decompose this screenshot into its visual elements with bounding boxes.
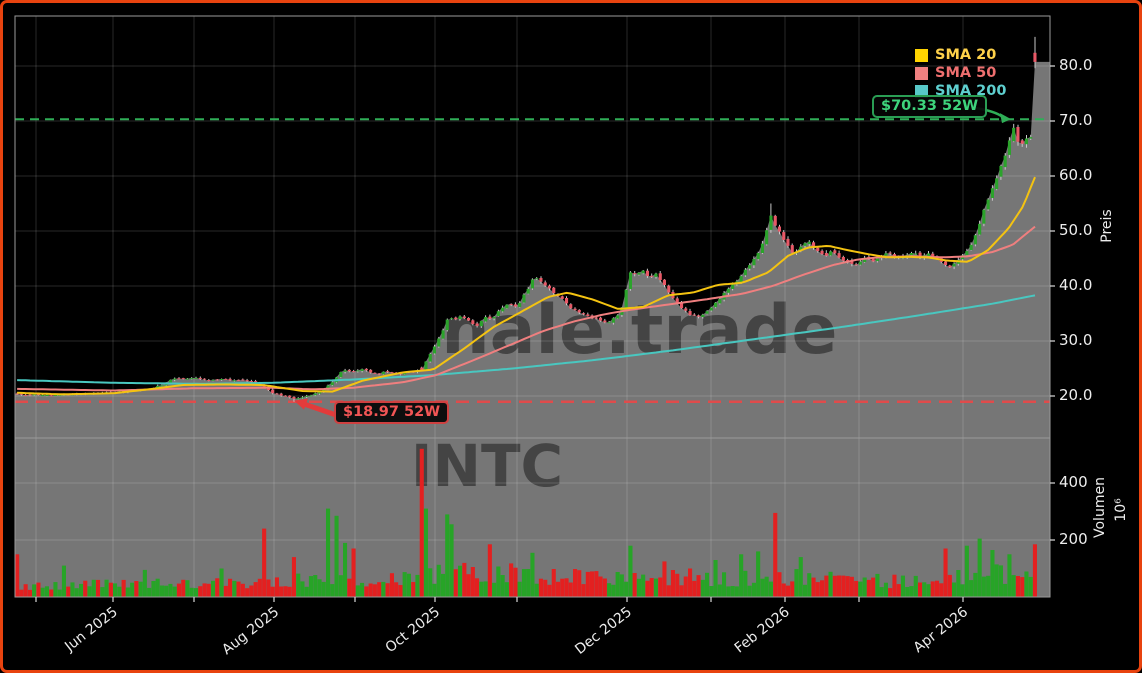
legend-label: SMA 20: [935, 47, 997, 63]
ticker-watermark: INTC: [411, 432, 563, 500]
gridlines: [15, 16, 1050, 597]
plot-frame: [14, 15, 1055, 602]
price-tick-40.0: 40.0: [1059, 276, 1093, 294]
legend-label: SMA 50: [935, 65, 997, 81]
legend-item-sma-20: SMA 20: [915, 47, 1006, 63]
volume-axis-unit: 10⁶: [1113, 498, 1129, 522]
legend-swatch-icon: [915, 48, 928, 62]
price-axis-title: Preis: [1099, 209, 1115, 243]
price-tick-70.0: 70.0: [1059, 111, 1093, 129]
price-tick-20.0: 20.0: [1059, 386, 1093, 404]
price-tick-50.0: 50.0: [1059, 221, 1093, 239]
candlestick-chart: whale.trade INTC: [14, 15, 1055, 602]
volume-tick-400: 400: [1059, 473, 1088, 491]
price-tick-30.0: 30.0: [1059, 331, 1093, 349]
sma-lines: [17, 176, 1036, 396]
high-52w-label: $70.33 52W: [872, 95, 988, 118]
price-tick-80.0: 80.0: [1059, 56, 1093, 74]
legend: SMA 20 SMA 50 SMA 200: [915, 47, 1006, 99]
price-tick-60.0: 60.0: [1059, 166, 1093, 184]
legend-swatch-icon: [915, 84, 928, 98]
legend-item-sma-50: SMA 50: [915, 65, 1006, 81]
legend-swatch-icon: [915, 66, 928, 80]
low-52w-label: $18.97 52W: [334, 401, 450, 424]
volume-axis-title: Volumen: [1092, 477, 1108, 538]
volume-bars: [15, 448, 1037, 598]
volume-tick-200: 200: [1059, 530, 1088, 548]
level-lines: [15, 118, 1050, 403]
